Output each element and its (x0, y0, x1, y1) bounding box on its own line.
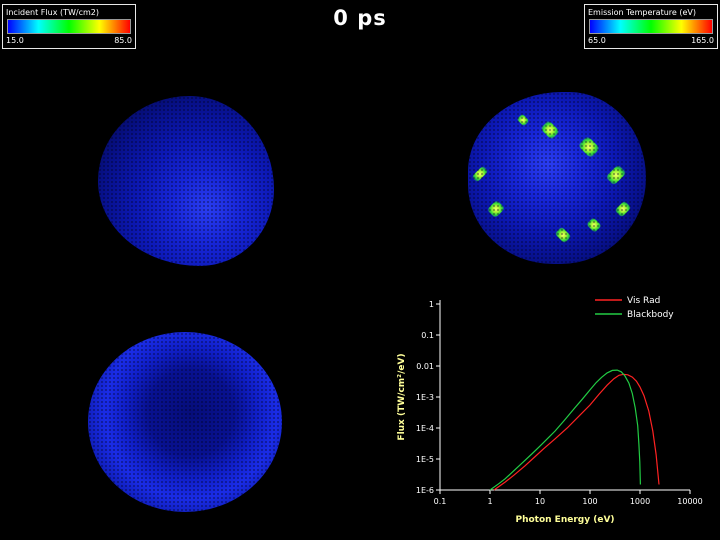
series-line-vis-rad (493, 373, 660, 491)
emission-temperature-colorbar-max: 165.0 (691, 36, 714, 45)
incident-flux-colorbar-scale: 15.0 85.0 (6, 36, 132, 45)
y-tick-label: 0.01 (416, 362, 434, 371)
x-tick-label: 10 (535, 497, 545, 506)
emission-temperature-3d-view[interactable] (468, 92, 646, 264)
y-tick-label: 0.1 (421, 331, 434, 340)
x-tick-label: 10000 (677, 497, 702, 506)
incident-flux-colorbar-max: 85.0 (114, 36, 132, 45)
hot-spot (554, 226, 572, 244)
y-tick-label: 1E-5 (416, 455, 434, 464)
incident-flux-polar-3d-view[interactable] (88, 332, 282, 512)
incident-flux-3d-view[interactable] (98, 96, 274, 266)
x-axis-label: Photon Energy (eV) (515, 515, 614, 525)
incident-flux-colorbar: Incident Flux (TW/cm2) 15.0 85.0 (2, 4, 136, 49)
emission-temperature-colorbar-min: 65.0 (588, 36, 606, 45)
emission-temperature-colorbar-title: Emission Temperature (eV) (588, 8, 696, 17)
legend-label: Vis Rad (627, 296, 660, 306)
hot-spot (577, 135, 601, 159)
y-axis-label: Flux (TW/cm²/eV) (397, 353, 407, 440)
hot-spot (586, 217, 602, 233)
hot-spot (540, 120, 560, 140)
emission-temperature-colorbar-gradient (589, 19, 713, 34)
y-tick-label: 1E-3 (416, 393, 434, 402)
y-tick-label: 1 (429, 300, 434, 309)
incident-flux-colorbar-min: 15.0 (6, 36, 24, 45)
incident-flux-colorbar-title: Incident Flux (TW/cm2) (6, 8, 99, 17)
hot-spot (471, 165, 489, 183)
x-tick-label: 1 (487, 497, 492, 506)
hot-spot (516, 113, 530, 127)
y-tick-label: 1E-6 (416, 486, 434, 495)
x-tick-label: 100 (582, 497, 597, 506)
x-tick-label: 0.1 (434, 497, 447, 506)
legend-label: Blackbody (627, 310, 674, 320)
y-tick-label: 1E-4 (416, 424, 434, 433)
spectrum-chart-svg: 0.1 1 10 100 1000 10000 1 0.1 0.01 1E-3 1E-4 1E-5 1E… (397, 296, 703, 525)
series-line-blackbody (489, 369, 641, 491)
emission-temperature-colorbar-scale: 65.0 165.0 (588, 36, 714, 45)
hot-spot (614, 200, 632, 218)
incident-flux-colorbar-gradient (7, 19, 131, 34)
hot-spot (486, 199, 506, 219)
time-label: 0 ps (333, 6, 387, 30)
x-tick-label: 1000 (630, 497, 650, 506)
spectrum-plot: 0.1 1 10 100 1000 10000 1 0.1 0.01 1E-3 1E-4 1E-5 1E… (392, 290, 712, 538)
hot-spot (605, 164, 627, 186)
emission-temperature-colorbar: Emission Temperature (eV) 65.0 165.0 (584, 4, 718, 49)
